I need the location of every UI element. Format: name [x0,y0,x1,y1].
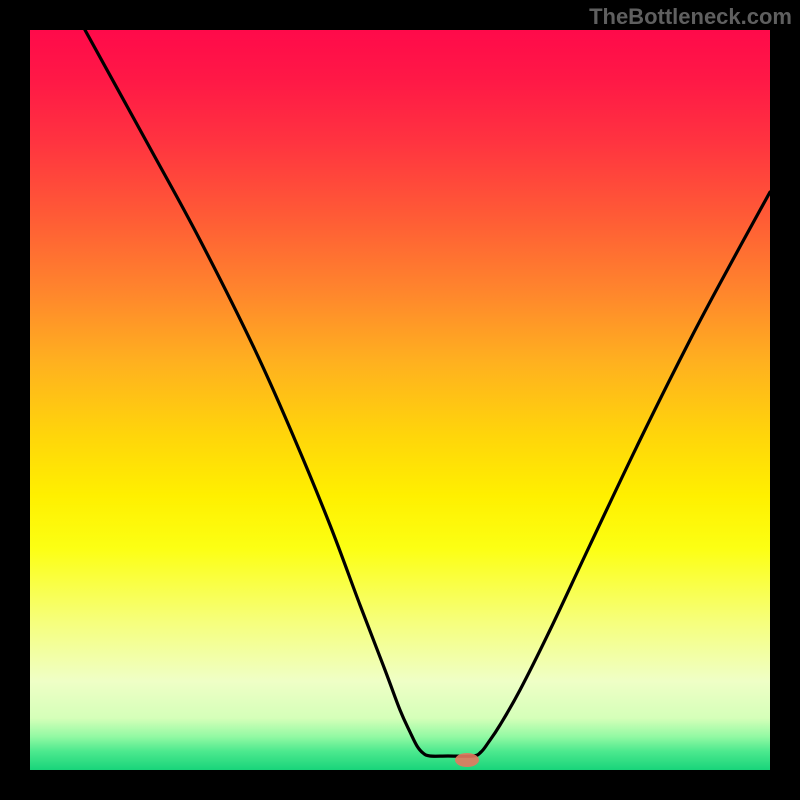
chart-container: TheBottleneck.com [0,0,800,800]
watermark-text: TheBottleneck.com [589,4,792,30]
chart-svg [0,0,800,800]
bottleneck-marker [455,753,479,767]
